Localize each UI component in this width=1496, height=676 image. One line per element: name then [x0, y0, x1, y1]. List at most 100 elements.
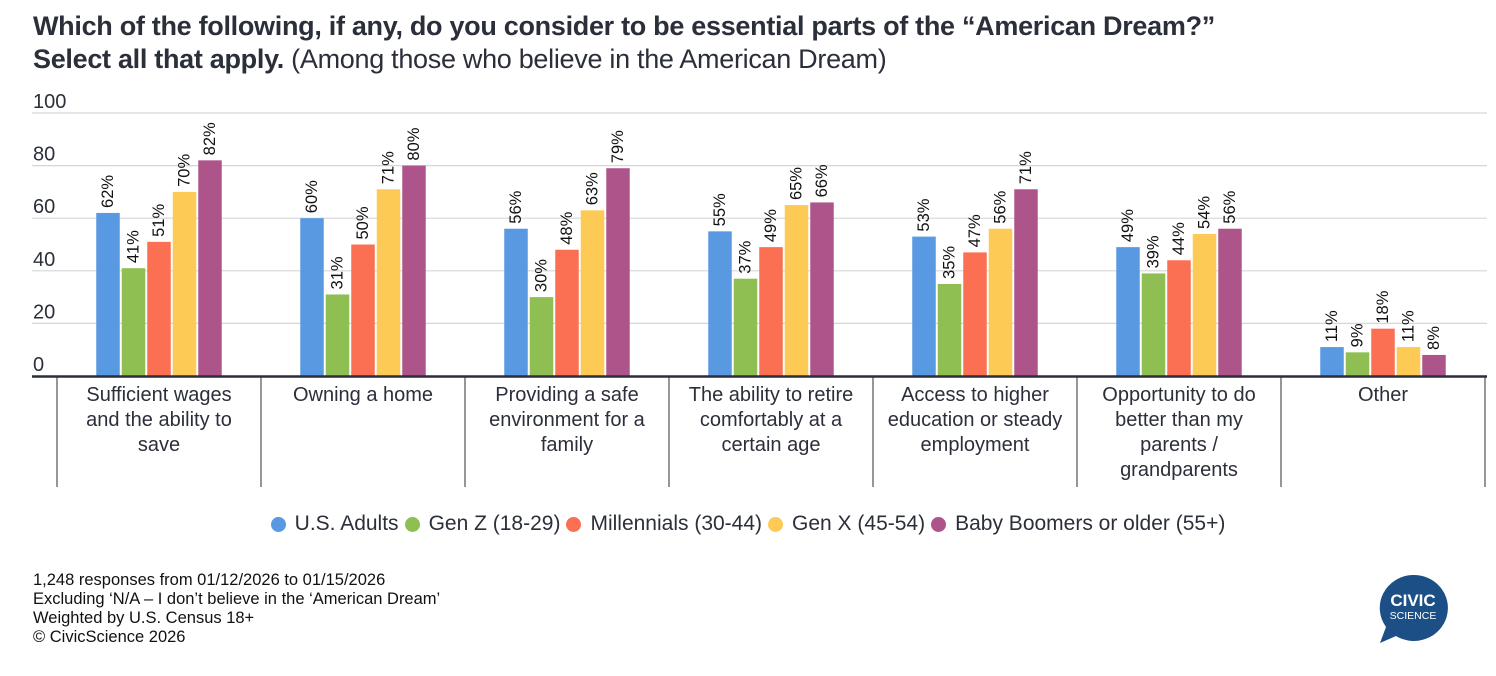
bar-chart: 0 20 40 60 80 100 62% 41% 51% 70% 82% 60% 31% 50% 71%…	[32, 91, 1487, 487]
title-line-2: Select all that apply. (Among those who …	[33, 43, 1215, 76]
data-label: 39%	[1145, 235, 1163, 268]
speech-bubble-icon	[1379, 574, 1448, 643]
bar	[376, 189, 401, 376]
bar	[708, 231, 732, 376]
y-tick-label: 0	[33, 354, 44, 376]
footnotes: 1,248 responses from 01/12/2026 to 01/15…	[33, 571, 440, 647]
legend-marker-icon	[270, 516, 286, 532]
legend-label: Millennials (30-44)	[590, 512, 763, 535]
bar	[402, 165, 426, 376]
footnote-exclusion: Excluding ‘N/A – I don’t believe in the …	[33, 590, 441, 608]
bar	[988, 228, 1013, 376]
x-tick-label-line: family	[541, 434, 593, 456]
bar	[1218, 228, 1242, 376]
bar	[96, 212, 120, 376]
logo-text-civic: CIVIC	[1390, 591, 1435, 610]
civicscience-logo: CIVIC SCIENCE	[1379, 574, 1448, 643]
data-label: 49%	[1119, 209, 1137, 242]
bar	[784, 205, 809, 376]
bar	[1345, 352, 1370, 376]
x-tick-label-line: Other	[1358, 384, 1408, 406]
legend-marker-icon	[566, 516, 582, 532]
x-tick-label-line: save	[138, 434, 180, 456]
bar	[325, 294, 350, 376]
x-axis: Sufficient wages and the ability to save Ow…	[32, 375, 1487, 487]
footnote-weighting: Weighted by U.S. Census 18+	[33, 609, 255, 627]
data-label: 11%	[1400, 310, 1418, 342]
data-label: 65%	[788, 167, 806, 200]
bar	[580, 210, 605, 376]
data-label: 48%	[558, 211, 576, 244]
x-tick-label: The ability to retire comfortably at a cer…	[689, 384, 854, 456]
bar	[606, 168, 630, 376]
data-label: 37%	[737, 240, 755, 273]
data-label: 49%	[762, 209, 780, 242]
data-label: 31%	[329, 256, 347, 289]
data-label: 8%	[1425, 326, 1443, 350]
bar	[504, 228, 528, 376]
x-tick-label-line: employment	[921, 434, 1030, 456]
data-label: 70%	[176, 154, 194, 187]
legend-item: U.S. Adults	[270, 512, 399, 536]
data-label: 82%	[201, 122, 219, 155]
bar	[147, 241, 171, 376]
bar	[963, 252, 987, 376]
bar	[1167, 260, 1191, 376]
bar	[1192, 233, 1217, 376]
data-label: 55%	[711, 193, 729, 226]
bar	[1422, 354, 1446, 376]
data-label: 71%	[1017, 151, 1035, 184]
bar	[1014, 189, 1038, 376]
footnote-copyright: © CivicScience 2026	[33, 628, 186, 646]
data-label: 35%	[941, 246, 959, 279]
legend-label: Baby Boomers or older (55+)	[955, 512, 1226, 535]
legend-marker-icon	[931, 516, 947, 532]
bar	[121, 268, 146, 376]
legend-item: Baby Boomers or older (55+)	[931, 512, 1225, 536]
data-label: 30%	[533, 259, 551, 292]
legend-label: Gen X (45-54)	[792, 512, 926, 535]
x-tick-label: Sufficient wages and the ability to save	[86, 384, 232, 456]
bar	[937, 283, 962, 376]
y-tick-label: 40	[33, 249, 55, 271]
y-tick-label: 100	[33, 91, 66, 113]
title-subtitle: (Among those who believe in the American…	[283, 44, 887, 74]
footnote-responses: 1,248 responses from 01/12/2026 to 01/15…	[33, 571, 386, 589]
x-tick-label-line: Owning a home	[293, 384, 433, 406]
x-tick-label-line: Providing a safe	[495, 384, 638, 406]
x-tick-label-line: and the ability to	[86, 409, 232, 431]
x-tick-label: Opportunity to do better than my parents /…	[1102, 384, 1255, 481]
x-tick-label-line: certain age	[722, 434, 821, 456]
bar	[733, 278, 758, 376]
bar	[1116, 247, 1140, 376]
bar	[759, 247, 783, 376]
data-label: 56%	[507, 190, 525, 223]
legend-marker-icon	[768, 516, 784, 532]
legend-label: Gen Z (18-29)	[428, 512, 561, 535]
data-label: 79%	[609, 130, 627, 163]
data-label: 62%	[99, 175, 117, 208]
legend-marker-icon	[404, 516, 420, 532]
bar	[198, 160, 222, 376]
x-tick-label-line: parents /	[1140, 434, 1218, 456]
x-tick-label-line: Opportunity to do	[1102, 384, 1255, 406]
title-instruction: Select all that apply.	[33, 44, 284, 74]
data-label: 63%	[584, 172, 602, 205]
bar	[1320, 347, 1344, 376]
x-tick-label: Access to higher education or steady emplo…	[888, 384, 1063, 456]
bar	[529, 297, 554, 376]
data-label: 44%	[1170, 222, 1188, 255]
x-tick-label: Providing a safe environment for a family	[489, 384, 646, 456]
data-label: 11%	[1323, 310, 1341, 342]
x-tick-label: Other	[1358, 384, 1408, 406]
data-label: 18%	[1374, 290, 1392, 323]
legend-item: Gen Z (18-29)	[404, 512, 561, 536]
chart-title: Which of the following, if any, do you c…	[33, 10, 1215, 76]
x-tick-label-line: comfortably at a	[700, 409, 843, 431]
x-tick-label-line: grandparents	[1120, 459, 1238, 481]
legend-item: Gen X (45-54)	[768, 512, 925, 536]
bar	[1371, 328, 1395, 376]
logo-text-science: SCIENCE	[1390, 610, 1437, 622]
bars	[96, 160, 1446, 376]
bar	[1396, 347, 1421, 376]
